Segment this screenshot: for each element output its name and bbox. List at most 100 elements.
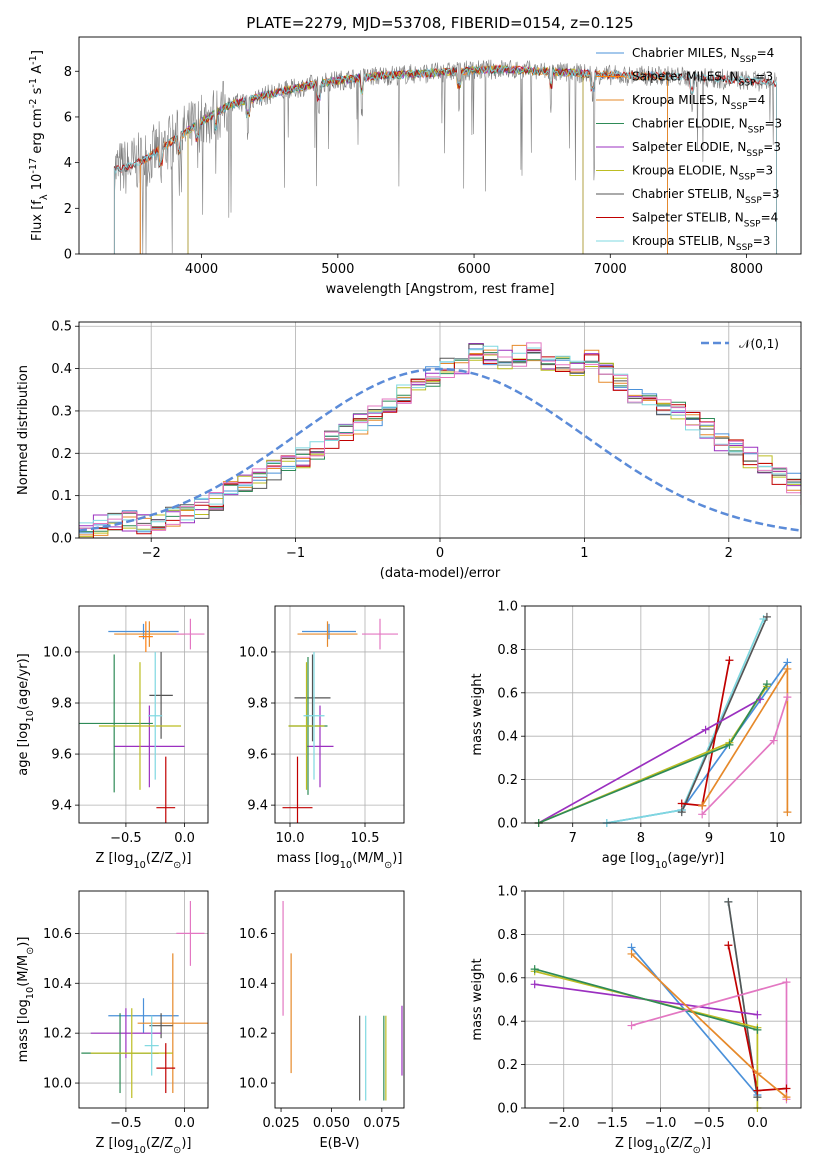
y-tick-label: 1.0	[497, 600, 518, 615]
x-tick-label: 5000	[321, 262, 354, 277]
axes-frame	[78, 890, 209, 1109]
panel-residuals: −2 −1 0 1 2 0.0 0.1 0.2 0.3 0.4 0.5 (data-model)/er…	[16, 320, 802, 581]
legend-label: Salpeter STELIB, NSSP=4	[632, 211, 778, 230]
axes-frame	[524, 890, 802, 1109]
weight-marker	[762, 612, 771, 621]
y-tick-label: 0.4	[51, 362, 72, 377]
legend-label: Kroupa ELODIE, NSSP=3	[632, 164, 773, 183]
x-axis-label: Z [log10(Z/Z⊙)]	[615, 1136, 711, 1156]
panel-massweight_vs_age: 7 8 9 10 0.0 0.2 0.4 0.6 0.8 1.0 age [log10(age/yr…	[470, 600, 802, 871]
plot-area	[79, 342, 801, 538]
y-tick-label: 0.2	[51, 447, 72, 462]
weight-marker	[677, 808, 686, 817]
weight-marker	[725, 740, 734, 749]
x-axis-label: (data-model)/error	[380, 566, 501, 581]
y-tick-label: 9.4	[51, 799, 72, 814]
x-axis-label: wavelength [Angstrom, rest frame]	[326, 282, 555, 297]
weight-line	[606, 661, 789, 823]
x-tick-label: 2	[725, 546, 733, 561]
axes-frame	[78, 36, 802, 255]
spectrum-model-line	[139, 64, 668, 254]
y-tick-label: 9.4	[247, 799, 268, 814]
y-tick-label: 0.5	[51, 320, 72, 335]
weight-marker	[698, 810, 707, 819]
weight-marker	[783, 808, 792, 817]
y-tick-label: 10.6	[239, 927, 268, 942]
x-tick-label: 7	[569, 831, 577, 846]
x-tick-label: 0	[436, 546, 444, 561]
y-tick-label: 0.0	[497, 817, 518, 832]
y-tick-label: 0.8	[497, 928, 518, 943]
weight-marker	[724, 897, 733, 906]
histogram-step	[79, 352, 801, 533]
histogram-step	[79, 343, 801, 529]
spectrum-model-line	[187, 65, 584, 254]
y-tick-label: 0.2	[497, 773, 518, 788]
weight-line	[701, 696, 789, 815]
x-tick-label: −1	[286, 546, 305, 561]
x-tick-label: 9	[705, 831, 713, 846]
x-tick-label: 0.050	[313, 1116, 350, 1131]
axes-frame	[274, 890, 405, 1109]
spectrum-model-line	[139, 64, 668, 254]
histogram-step	[79, 348, 801, 534]
y-tick-label: 9.8	[51, 697, 72, 712]
x-tick-label: 0.0	[174, 1116, 195, 1131]
weight-marker	[701, 725, 710, 734]
x-tick-label: 0.0	[174, 831, 195, 846]
y-axis-label: Flux [fλ 10-17 erg cm-2 s-1 A-1]	[28, 50, 50, 241]
spectrum-model-line	[139, 64, 668, 254]
legend-label: Chabrier MILES, NSSP=4	[632, 46, 774, 65]
x-axis-label: Z [log10(Z/Z⊙)]	[96, 851, 192, 871]
x-tick-label: −1.5	[596, 1116, 628, 1131]
y-tick-label: 0.1	[51, 489, 72, 504]
y-tick-label: 0	[64, 248, 72, 263]
panel-massweight_vs_Z: −2.0 −1.5 −1.0 −0.5 0.0 0.0 0.2 0.4 0.6 0.8 1.0 Z […	[470, 885, 802, 1156]
y-axis-label: age [log10(age/yr)]	[16, 653, 36, 776]
y-axis-label: mass weight	[470, 958, 485, 1040]
y-tick-label: 2	[64, 202, 72, 217]
weight-marker	[753, 1069, 762, 1078]
y-tick-label: 10.4	[239, 977, 268, 992]
weight-marker	[756, 695, 765, 704]
weight-marker	[783, 664, 792, 673]
x-axis-label: age [log10(age/yr)]	[602, 851, 725, 871]
x-tick-label: 7000	[594, 262, 627, 277]
panel-age_vs_mass: 10.0 10.5 9.4 9.6 9.8 10.0 mass [log10(M/M⊙)]	[239, 605, 405, 871]
spectrum-model-line	[113, 65, 777, 254]
weight-marker	[627, 1021, 636, 1030]
histogram-step	[79, 342, 801, 531]
x-tick-label: 10.5	[351, 831, 380, 846]
y-tick-label: 9.8	[247, 697, 268, 712]
y-tick-label: 0.0	[51, 532, 72, 547]
weight-marker	[759, 615, 768, 624]
y-tick-label: 9.6	[51, 748, 72, 763]
plot-area	[79, 618, 205, 823]
figure-title: PLATE=2279, MJD=53708, FIBERID=0154, z=0…	[246, 14, 633, 32]
weight-marker	[783, 693, 792, 702]
legend-label: Kroupa MILES, NSSP=4	[632, 93, 765, 112]
plot-area	[282, 900, 403, 1101]
legend-label: Chabrier STELIB, NSSP=3	[632, 187, 780, 206]
x-axis-label: Z [log10(Z/Z⊙)]	[96, 1136, 192, 1156]
y-tick-label: 10.2	[239, 1027, 268, 1042]
y-tick-label: 6	[64, 110, 72, 125]
x-tick-label: −1.0	[645, 1116, 677, 1131]
y-tick-label: 10.6	[43, 927, 72, 942]
spectrum-model-line	[113, 65, 777, 254]
x-tick-label: −2	[142, 546, 161, 561]
x-tick-label: −0.5	[693, 1116, 725, 1131]
panels: 4000 5000 6000 7000 8000 0 2 4 6 8 wavelength [Ang…	[16, 36, 802, 1156]
gaussian-curve	[79, 367, 801, 532]
y-tick-label: 10.0	[239, 645, 268, 660]
weight-marker	[753, 1086, 762, 1095]
plot-area	[282, 618, 398, 823]
weight-marker	[725, 656, 734, 665]
legend-label: Kroupa STELIB, NSSP=3	[632, 234, 770, 253]
y-axis-label: mass [log10(M/M⊙)]	[16, 937, 36, 1063]
weight-line	[680, 616, 768, 813]
y-tick-label: 10.2	[43, 1027, 72, 1042]
x-tick-label: −0.5	[110, 831, 142, 846]
x-tick-label: 0.025	[262, 1116, 299, 1131]
